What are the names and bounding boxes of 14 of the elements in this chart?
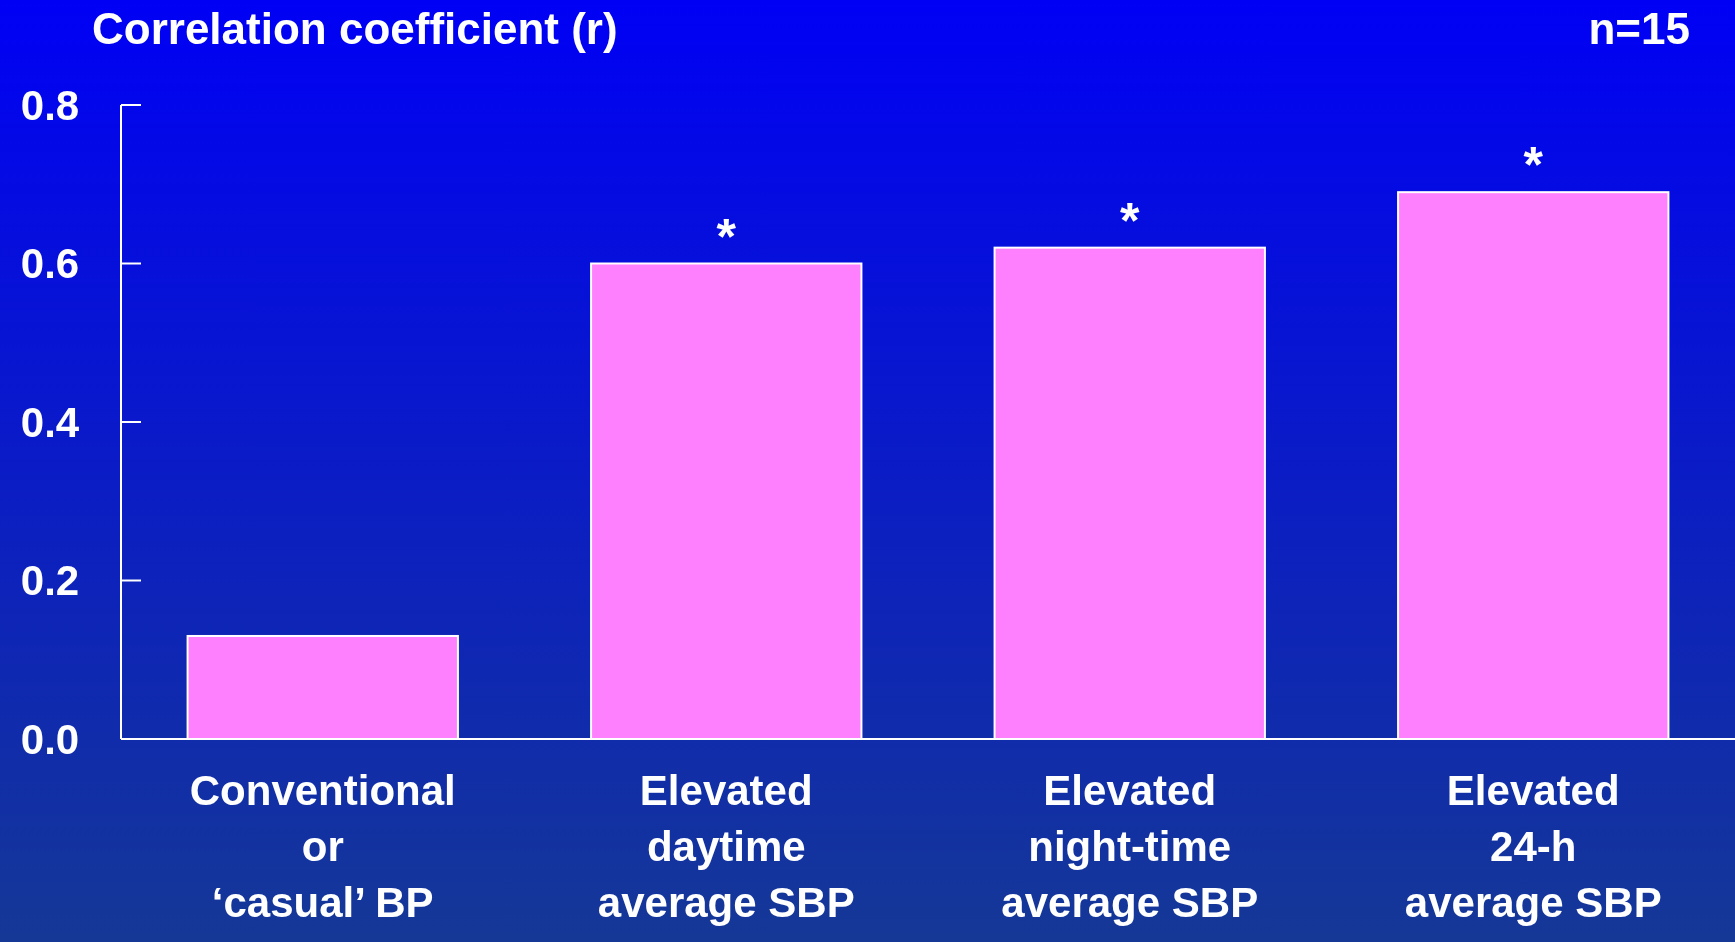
- y-tick-label: 0.0: [20, 715, 80, 763]
- x-tick-label: Elevated night-time average SBP: [1001, 767, 1259, 926]
- y-tick-label: 0.8: [20, 81, 80, 129]
- y-tick-label: 0.6: [20, 240, 80, 288]
- y-tick-label: 0.2: [20, 557, 80, 605]
- annotation: *: [1523, 137, 1544, 194]
- x-tick-label: Conventional or ‘casual’ BP: [189, 767, 456, 926]
- annotation: *: [1120, 192, 1141, 249]
- x-tick-label: Elevated daytime average SBP: [597, 767, 855, 926]
- text: n=15: [1588, 4, 1690, 53]
- y-tick-label: 0.4: [20, 398, 80, 446]
- y-axis-title: Correlation coefficient (r): [92, 4, 618, 53]
- annotation: *: [716, 208, 737, 265]
- x-tick-label: Elevated 24-h average SBP: [1404, 767, 1662, 926]
